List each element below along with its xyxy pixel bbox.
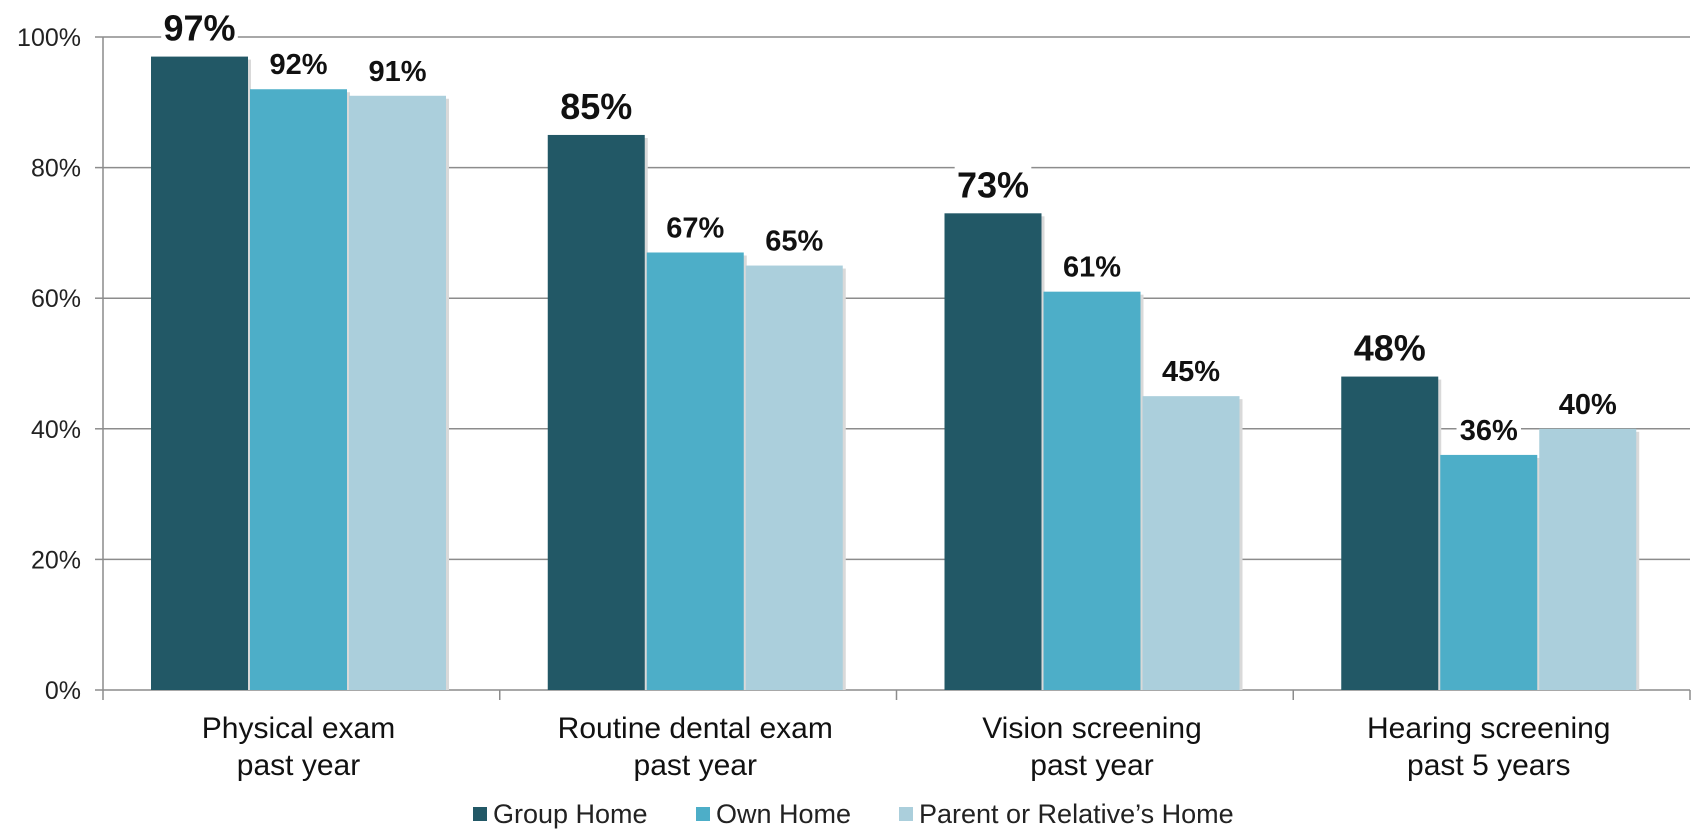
data-label: 45% xyxy=(1162,356,1220,388)
data-label: 67% xyxy=(666,212,724,244)
bar xyxy=(1044,292,1141,690)
data-label: 40% xyxy=(1559,389,1617,421)
data-label: 65% xyxy=(765,226,823,258)
y-tick-label: 40% xyxy=(31,416,81,444)
legend-label: Own Home xyxy=(716,799,851,829)
x-tick-label: Physical exam past year xyxy=(202,712,395,782)
x-tick-label: Routine dental exam past year xyxy=(558,712,833,782)
data-label: 48% xyxy=(1354,328,1426,369)
y-tick-label: 0% xyxy=(45,677,81,705)
bar xyxy=(250,89,347,690)
legend-item: Parent or Relative’s Home xyxy=(899,799,1234,829)
data-label: 61% xyxy=(1063,252,1121,284)
legend-swatch xyxy=(899,807,913,821)
x-tick-label: Hearing screening past 5 years xyxy=(1367,712,1610,782)
data-label: 91% xyxy=(368,56,426,88)
bar xyxy=(1341,377,1438,690)
data-label: 36% xyxy=(1460,415,1518,447)
y-tick-label: 60% xyxy=(31,285,81,313)
bar xyxy=(349,96,446,690)
bar xyxy=(1143,396,1240,690)
data-label: 92% xyxy=(269,49,327,81)
bar xyxy=(548,135,645,690)
bar xyxy=(1440,455,1537,690)
legend-item: Own Home xyxy=(696,799,851,829)
bar xyxy=(746,266,843,690)
y-tick-label: 80% xyxy=(31,155,81,183)
legend-label: Parent or Relative’s Home xyxy=(919,799,1234,829)
legend-item: Group Home xyxy=(473,799,648,829)
y-tick-label: 20% xyxy=(31,546,81,574)
legend-swatch xyxy=(473,807,487,821)
legend-swatch xyxy=(696,807,710,821)
bar xyxy=(647,252,744,690)
legend-label: Group Home xyxy=(493,799,648,829)
data-label: 73% xyxy=(957,164,1029,205)
bar xyxy=(151,57,248,690)
data-label: 85% xyxy=(560,86,632,127)
y-tick-label: 100% xyxy=(17,24,81,52)
bar xyxy=(1539,429,1636,690)
bar xyxy=(945,213,1042,690)
x-tick-label: Vision screening past year xyxy=(982,712,1202,782)
data-label: 97% xyxy=(163,8,235,49)
